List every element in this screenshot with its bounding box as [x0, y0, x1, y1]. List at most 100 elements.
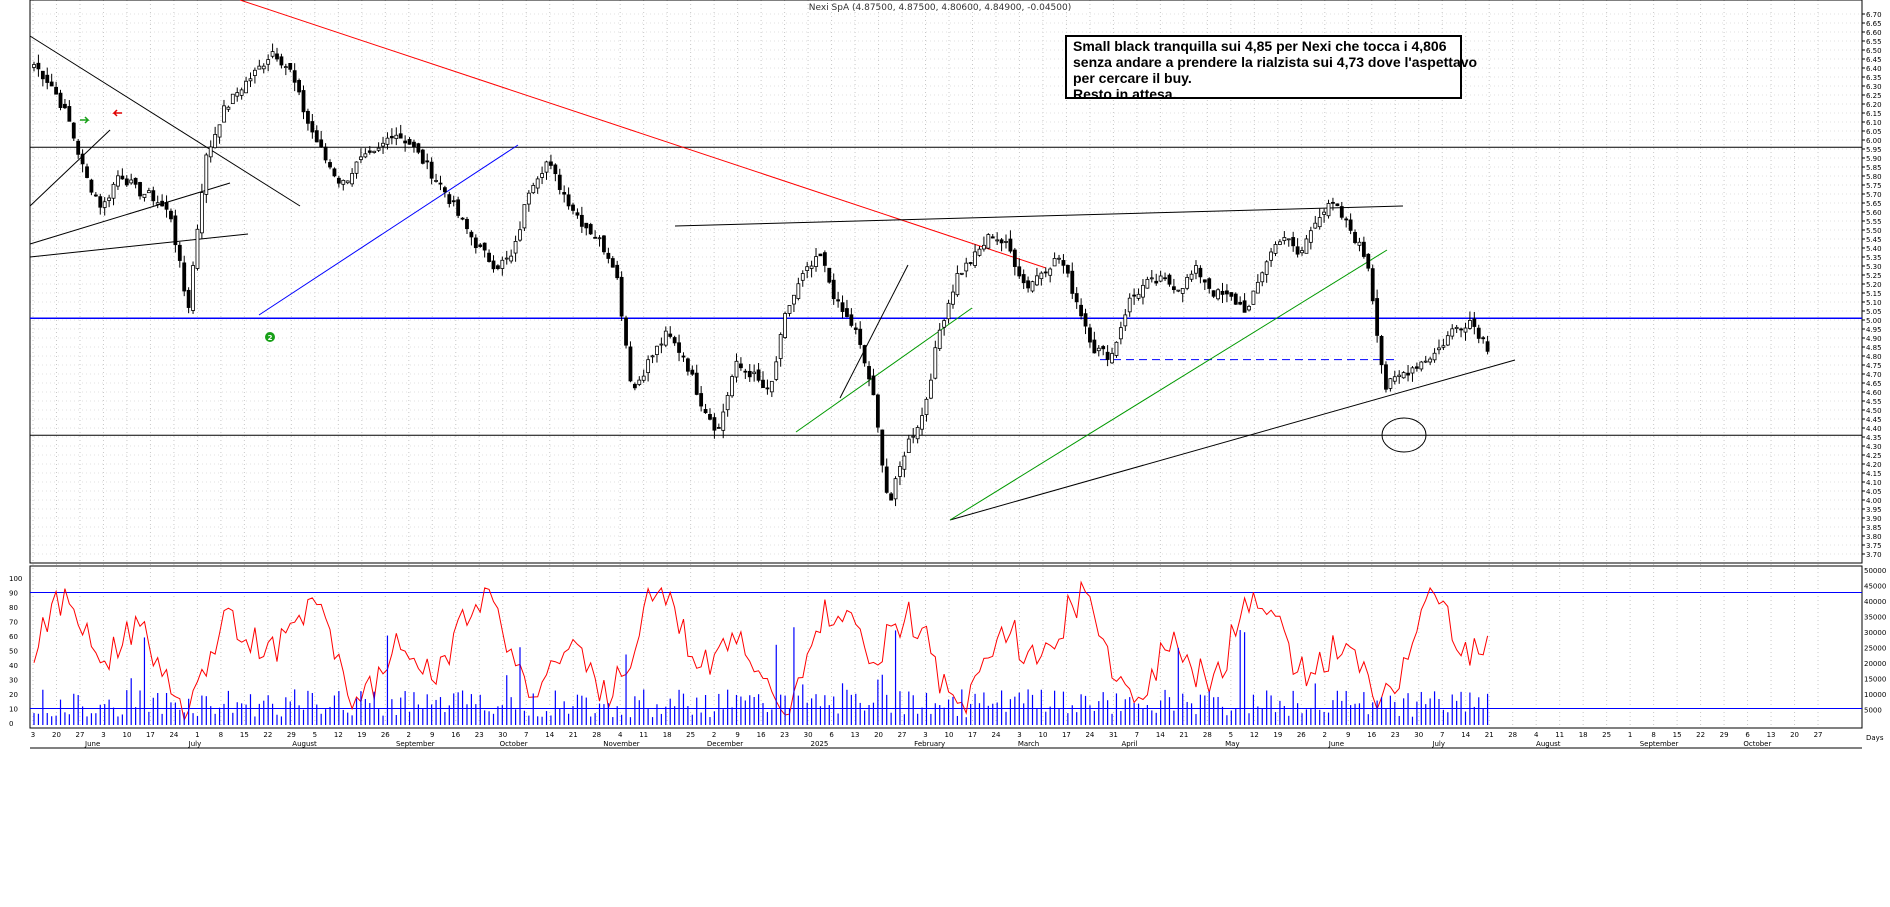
day-tick-label: 29 [1720, 731, 1729, 739]
price-tick-label: 6.30 [1866, 83, 1882, 91]
candle-body [1123, 314, 1128, 327]
candle-body [173, 215, 178, 246]
month-label: November [603, 740, 640, 748]
candle-body [1149, 277, 1154, 280]
day-tick-label: 6 [1745, 731, 1750, 739]
price-tick-label: 4.80 [1866, 353, 1882, 361]
candle-body [937, 329, 942, 349]
candle-body [721, 411, 726, 431]
candle-body [761, 379, 765, 389]
signal-marker-label: 2 [268, 334, 273, 342]
candle-body [982, 244, 986, 250]
candle-body [659, 343, 664, 346]
candle-body [1392, 376, 1397, 382]
candle-body [955, 273, 960, 296]
candle-body [1118, 327, 1123, 340]
candle-body [420, 149, 425, 164]
candle-body [628, 346, 633, 382]
candlesticks [32, 43, 1490, 507]
price-tick-label: 4.95 [1866, 326, 1882, 334]
day-tick-label: 21 [1179, 731, 1188, 739]
candle-body [204, 154, 209, 195]
candle-body [1441, 345, 1446, 348]
price-tick-label: 4.00 [1866, 497, 1882, 505]
candle-body [146, 190, 151, 194]
day-tick-label: 27 [76, 731, 85, 739]
day-tick-label: 31 [1109, 731, 1118, 739]
day-tick-label: 4 [1534, 731, 1539, 739]
day-tick-label: 2 [1323, 731, 1327, 739]
candle-body [398, 133, 403, 139]
candle-body [725, 395, 730, 411]
candle-body [739, 363, 743, 369]
candle-body [712, 417, 717, 431]
candle-body [1110, 353, 1114, 364]
candle-body [637, 379, 642, 385]
price-tick-label: 5.10 [1866, 299, 1882, 307]
candle-body [898, 466, 902, 477]
oscillator-line [33, 580, 1489, 722]
volume-tick-label: 30000 [1864, 629, 1886, 637]
candle-body [213, 134, 218, 149]
month-label: October [500, 740, 528, 748]
candle-body [376, 147, 381, 151]
day-tick-label: 20 [874, 731, 883, 739]
price-tick-label: 5.40 [1866, 245, 1882, 253]
candle-body [381, 142, 385, 147]
candle-body [1220, 290, 1225, 295]
candle-body [235, 92, 240, 97]
candle-body [465, 218, 469, 230]
day-tick-label: 13 [851, 731, 860, 739]
candle-body [889, 493, 894, 501]
price-panel-frame [29, 0, 1863, 564]
month-label: February [914, 740, 945, 748]
candle-body [1468, 320, 1472, 329]
candle-body [588, 224, 593, 235]
candle-body [703, 409, 708, 414]
month-label: March [1018, 740, 1039, 748]
candle-body [1423, 360, 1428, 363]
candle-body [1344, 218, 1349, 221]
day-tick-label: 14 [545, 731, 554, 739]
candle-body [995, 239, 1000, 242]
candle-body [434, 180, 438, 182]
candle-body [301, 90, 306, 113]
candle-body [747, 370, 752, 378]
candle-body [1419, 361, 1424, 370]
signal-marker [265, 332, 275, 342]
day-tick-label: 30 [804, 731, 813, 739]
candle-body [884, 466, 889, 493]
candle-body [120, 175, 125, 180]
candle-body [32, 64, 36, 68]
candle-body [681, 355, 686, 358]
candle-body [363, 153, 368, 158]
candle-body [222, 105, 226, 123]
day-tick-label: 15 [240, 731, 249, 739]
day-tick-label: 3 [1017, 731, 1021, 739]
candle-body [800, 273, 805, 281]
candle-body [690, 369, 695, 375]
candle-body [526, 192, 531, 205]
candle-body [858, 328, 863, 345]
candle-body [244, 80, 248, 94]
candle-body [871, 375, 876, 396]
price-tick-label: 4.65 [1866, 380, 1882, 388]
candle-body [257, 65, 262, 70]
oscillator-tick-label: 30 [9, 677, 18, 685]
note-line-4: Resto in attesa. [1073, 86, 1177, 102]
month-label: 2025 [811, 740, 829, 748]
price-tick-label: 3.80 [1866, 533, 1882, 541]
trendline [949, 359, 1516, 521]
candle-body [500, 259, 505, 269]
candle-body [730, 376, 734, 397]
price-tick-label: 4.30 [1866, 443, 1882, 451]
candle-body [297, 79, 301, 93]
candle-body [818, 253, 823, 257]
day-tick-label: 12 [1250, 731, 1259, 739]
candle-body [540, 173, 544, 178]
candle-body [1397, 374, 1402, 377]
candle-body [1101, 346, 1106, 350]
candle-body [862, 345, 867, 364]
day-tick-label: 22 [1696, 731, 1705, 739]
month-label: December [707, 740, 743, 748]
